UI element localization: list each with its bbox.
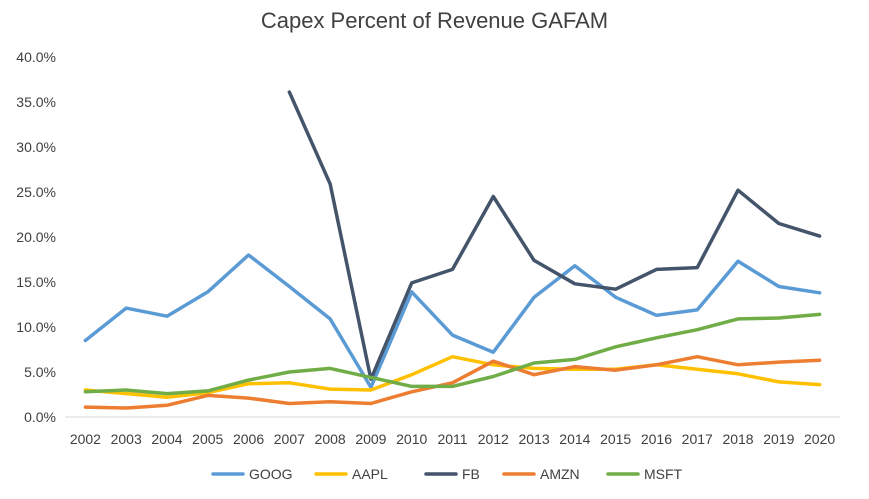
x-tick-label: 2014 <box>559 431 590 447</box>
series-line-amzn <box>83 354 822 410</box>
x-tick-label: 2016 <box>641 431 672 447</box>
x-tick-label: 2006 <box>233 431 264 447</box>
y-tick-label: 0.0% <box>24 409 56 425</box>
x-tick-label: 2013 <box>519 431 550 447</box>
y-tick-label: 35.0% <box>16 94 56 110</box>
series-line-goog <box>83 253 822 390</box>
y-tick-label: 5.0% <box>24 364 56 380</box>
series-line-aapl <box>83 354 822 399</box>
series-line-msft <box>83 312 822 396</box>
x-tick-label: 2018 <box>722 431 753 447</box>
x-tick-label: 2008 <box>315 431 346 447</box>
y-tick-label: 15.0% <box>16 274 56 290</box>
legend-label-amzn: AMZN <box>540 466 580 482</box>
x-tick-label: 2015 <box>600 431 631 447</box>
series-line-fb <box>287 90 822 381</box>
y-tick-label: 10.0% <box>16 319 56 335</box>
x-tick-label: 2003 <box>111 431 142 447</box>
x-tick-label: 2009 <box>355 431 386 447</box>
x-tick-label: 2017 <box>682 431 713 447</box>
y-tick-label: 40.0% <box>16 49 56 65</box>
x-tick-label: 2011 <box>437 431 467 447</box>
x-tick-label: 2002 <box>70 431 101 447</box>
x-tick-label: 2020 <box>804 431 835 447</box>
legend-label-goog: GOOG <box>249 466 293 482</box>
y-tick-label: 20.0% <box>16 229 56 245</box>
x-tick-label: 2005 <box>192 431 223 447</box>
y-tick-label: 25.0% <box>16 184 56 200</box>
x-tick-label: 2010 <box>396 431 427 447</box>
y-tick-label: 30.0% <box>16 139 56 155</box>
x-tick-label: 2012 <box>478 431 509 447</box>
chart-title: Capex Percent of Revenue GAFAM <box>260 8 609 33</box>
x-tick-label: 2004 <box>151 431 182 447</box>
legend-label-msft: MSFT <box>644 466 683 482</box>
x-tick-label: 2019 <box>763 431 794 447</box>
legend-label-fb: FB <box>462 466 480 482</box>
x-tick-label: 2007 <box>274 431 305 447</box>
legend-label-aapl: AAPL <box>352 466 388 482</box>
